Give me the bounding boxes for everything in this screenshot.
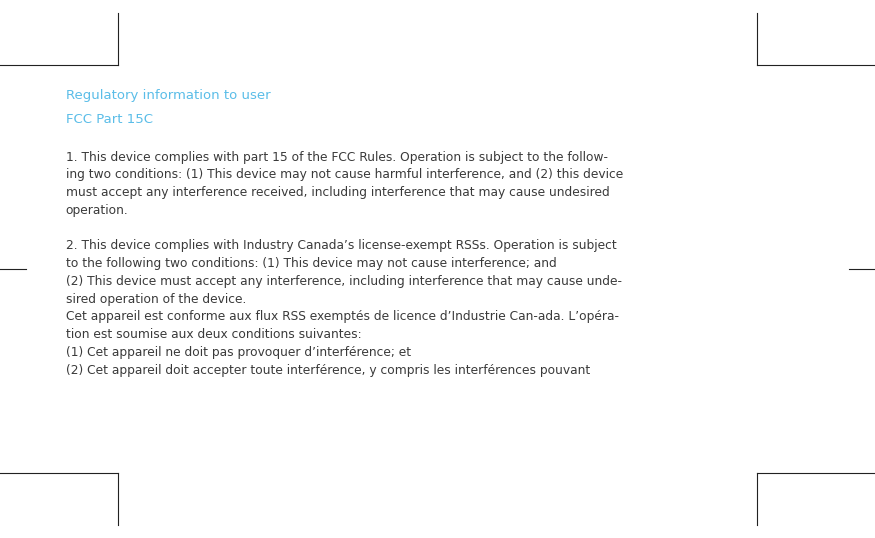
Text: 2. This device complies with Industry Canada’s license-exempt RSSs. Operation is: 2. This device complies with Industry Ca…: [66, 239, 616, 252]
Text: Cet appareil est conforme aux flux RSS exemptés de licence d’Industrie Can-ada. : Cet appareil est conforme aux flux RSS e…: [66, 310, 619, 323]
Text: (2) This device must accept any interference, including interference that may ca: (2) This device must accept any interfer…: [66, 275, 621, 288]
Text: (1) Cet appareil ne doit pas provoquer d’interférence; et: (1) Cet appareil ne doit pas provoquer d…: [66, 346, 410, 359]
Text: (2) Cet appareil doit accepter toute interférence, y compris les interférences p: (2) Cet appareil doit accepter toute int…: [66, 364, 590, 377]
Text: sired operation of the device.: sired operation of the device.: [66, 293, 246, 306]
Text: Regulatory information to user: Regulatory information to user: [66, 89, 270, 102]
Text: operation.: operation.: [66, 204, 129, 217]
Text: must accept any interference received, including interference that may cause und: must accept any interference received, i…: [66, 186, 609, 199]
Text: to the following two conditions: (1) This device may not cause interference; and: to the following two conditions: (1) Thi…: [66, 257, 556, 270]
Text: 1. This device complies with part 15 of the FCC Rules. Operation is subject to t: 1. This device complies with part 15 of …: [66, 151, 607, 164]
Text: tion est soumise aux deux conditions suivantes:: tion est soumise aux deux conditions sui…: [66, 328, 361, 341]
Text: FCC Part 15C: FCC Part 15C: [66, 113, 152, 126]
Text: ing two conditions: (1) This device may not cause harmful interference, and (2) : ing two conditions: (1) This device may …: [66, 168, 623, 181]
